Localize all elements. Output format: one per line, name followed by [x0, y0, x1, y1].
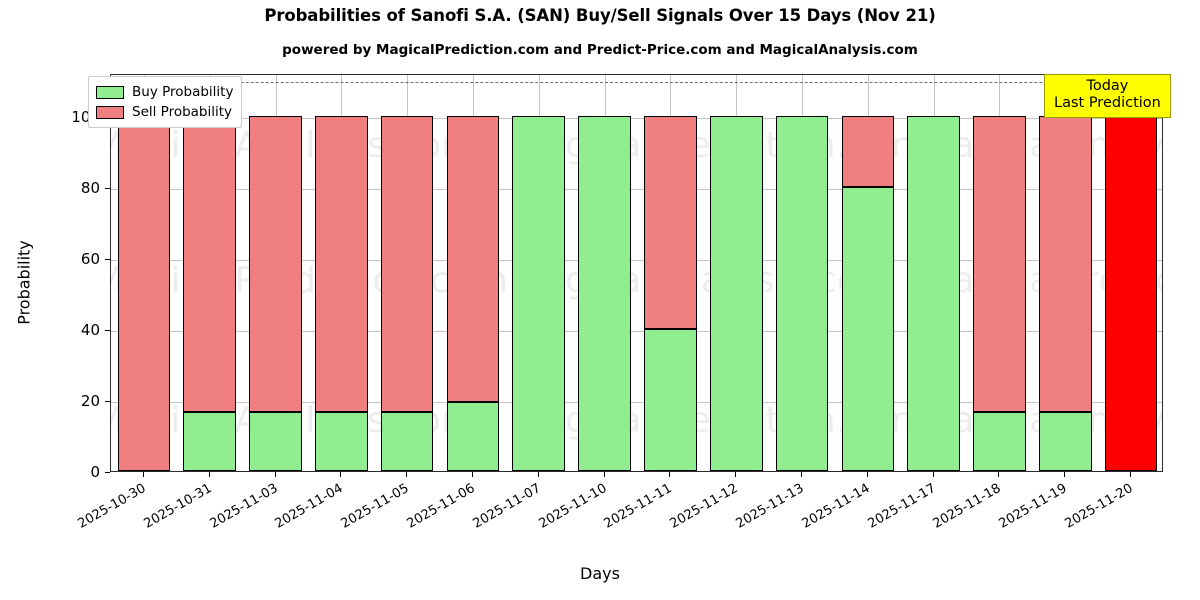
today-annotation-line1: Today: [1086, 78, 1129, 94]
reference-dashed-line: [111, 82, 1162, 84]
y-tick-label: 80: [80, 178, 100, 197]
buy-bar-segment[interactable]: [841, 186, 895, 471]
buy-bar-segment[interactable]: [644, 328, 697, 471]
sell-bar-segment[interactable]: [1038, 115, 1092, 412]
bar-group[interactable]: [117, 75, 171, 471]
y-tick-mark: [105, 187, 110, 189]
watermark-text: MagicalAnalysis.com: [511, 260, 895, 301]
buy-bar-segment[interactable]: [973, 411, 1026, 471]
x-tick-mark: [867, 472, 868, 477]
sell-bar-segment[interactable]: [183, 115, 237, 412]
bar-group[interactable]: [446, 75, 500, 471]
bar-group[interactable]: [644, 75, 697, 471]
x-tick-mark: [1130, 472, 1131, 477]
y-tick-mark: [105, 400, 110, 402]
sell-bar-segment[interactable]: [117, 115, 171, 471]
bar-group[interactable]: [907, 75, 960, 471]
bar-group[interactable]: [709, 75, 763, 471]
x-tick-mark: [209, 472, 210, 477]
buy-bar-segment[interactable]: [907, 115, 960, 471]
x-tick-mark: [801, 472, 802, 477]
bar-group[interactable]: [841, 75, 895, 471]
sell-bar-segment[interactable]: [841, 115, 895, 187]
buy-bar-segment[interactable]: [315, 411, 368, 471]
y-tick-label: 40: [80, 320, 100, 339]
bar-group[interactable]: [578, 75, 631, 471]
plot-area: MagicalAnalysis.comMagicalPrediction.com…: [110, 74, 1163, 472]
sell-bar-segment[interactable]: [446, 115, 500, 403]
horizontal-gridline: [111, 401, 1162, 403]
x-tick-mark: [933, 472, 934, 477]
buy-bar-segment[interactable]: [709, 115, 763, 471]
x-tick-mark: [143, 472, 144, 477]
y-tick-label: 60: [80, 249, 100, 268]
bar-group[interactable]: [183, 75, 237, 471]
x-tick-mark: [735, 472, 736, 477]
bar-group[interactable]: [380, 75, 434, 471]
x-tick-mark: [998, 472, 999, 477]
x-axis-title: Days: [580, 564, 620, 583]
legend-item[interactable]: Buy Probability: [96, 82, 233, 102]
y-axis-title: Probability: [14, 240, 34, 325]
y-tick-label: 0: [90, 463, 100, 481]
buy-bar-segment[interactable]: [249, 411, 302, 471]
sell-bar-segment[interactable]: [249, 115, 302, 412]
horizontal-gridline: [111, 259, 1162, 261]
x-tick-mark: [406, 472, 407, 477]
y-tick-mark: [105, 329, 110, 331]
sell-bar-segment[interactable]: [973, 115, 1026, 412]
sell-bar-segment[interactable]: [380, 115, 434, 412]
legend-label: Sell Probability: [132, 104, 233, 120]
bar-group[interactable]: [1104, 75, 1158, 471]
buy-bar-segment[interactable]: [380, 411, 434, 471]
buy-bar-segment[interactable]: [775, 115, 829, 471]
legend-item[interactable]: Sell Probability: [96, 102, 233, 122]
bar-group[interactable]: [1038, 75, 1092, 471]
legend-swatch: [96, 85, 124, 99]
x-tick-mark: [604, 472, 605, 477]
today-annotation-line2: Last Prediction: [1054, 95, 1161, 112]
bar-group[interactable]: [249, 75, 302, 471]
chart-title: Probabilities of Sanofi S.A. (SAN) Buy/S…: [264, 6, 936, 25]
x-tick-mark: [275, 472, 276, 477]
y-tick-mark: [105, 258, 110, 260]
legend-swatch: [96, 105, 124, 119]
horizontal-gridline: [111, 117, 1162, 119]
today-annotation: Today Last Prediction: [1044, 74, 1171, 119]
chart-subtitle: powered by MagicalPrediction.com and Pre…: [282, 42, 918, 58]
y-tick-mark: [105, 472, 110, 473]
buy-bar-segment[interactable]: [183, 411, 237, 471]
buy-bar-segment[interactable]: [512, 115, 566, 471]
bar-group[interactable]: [775, 75, 829, 471]
sell-bar-segment[interactable]: [644, 115, 697, 329]
buy-bar-segment[interactable]: [1038, 411, 1092, 471]
chart-legend: Buy Probability Sell Probability: [88, 76, 243, 128]
buy-bar-segment[interactable]: [578, 115, 631, 471]
bar-group[interactable]: [315, 75, 368, 471]
x-tick-mark: [538, 472, 539, 477]
legend-label: Buy Probability: [132, 84, 234, 100]
horizontal-gridline: [111, 188, 1162, 190]
x-tick-mark: [1064, 472, 1065, 477]
buy-bar-segment[interactable]: [446, 402, 500, 471]
horizontal-gridline: [111, 330, 1162, 332]
x-tick-mark: [669, 472, 670, 477]
y-tick-label: 20: [80, 391, 100, 410]
x-tick-mark: [340, 472, 341, 477]
sell-bar-segment[interactable]: [315, 115, 368, 412]
bar-group[interactable]: [973, 75, 1026, 471]
today-bar-segment[interactable]: [1104, 115, 1158, 471]
bar-group[interactable]: [512, 75, 566, 471]
x-tick-mark: [472, 472, 473, 477]
